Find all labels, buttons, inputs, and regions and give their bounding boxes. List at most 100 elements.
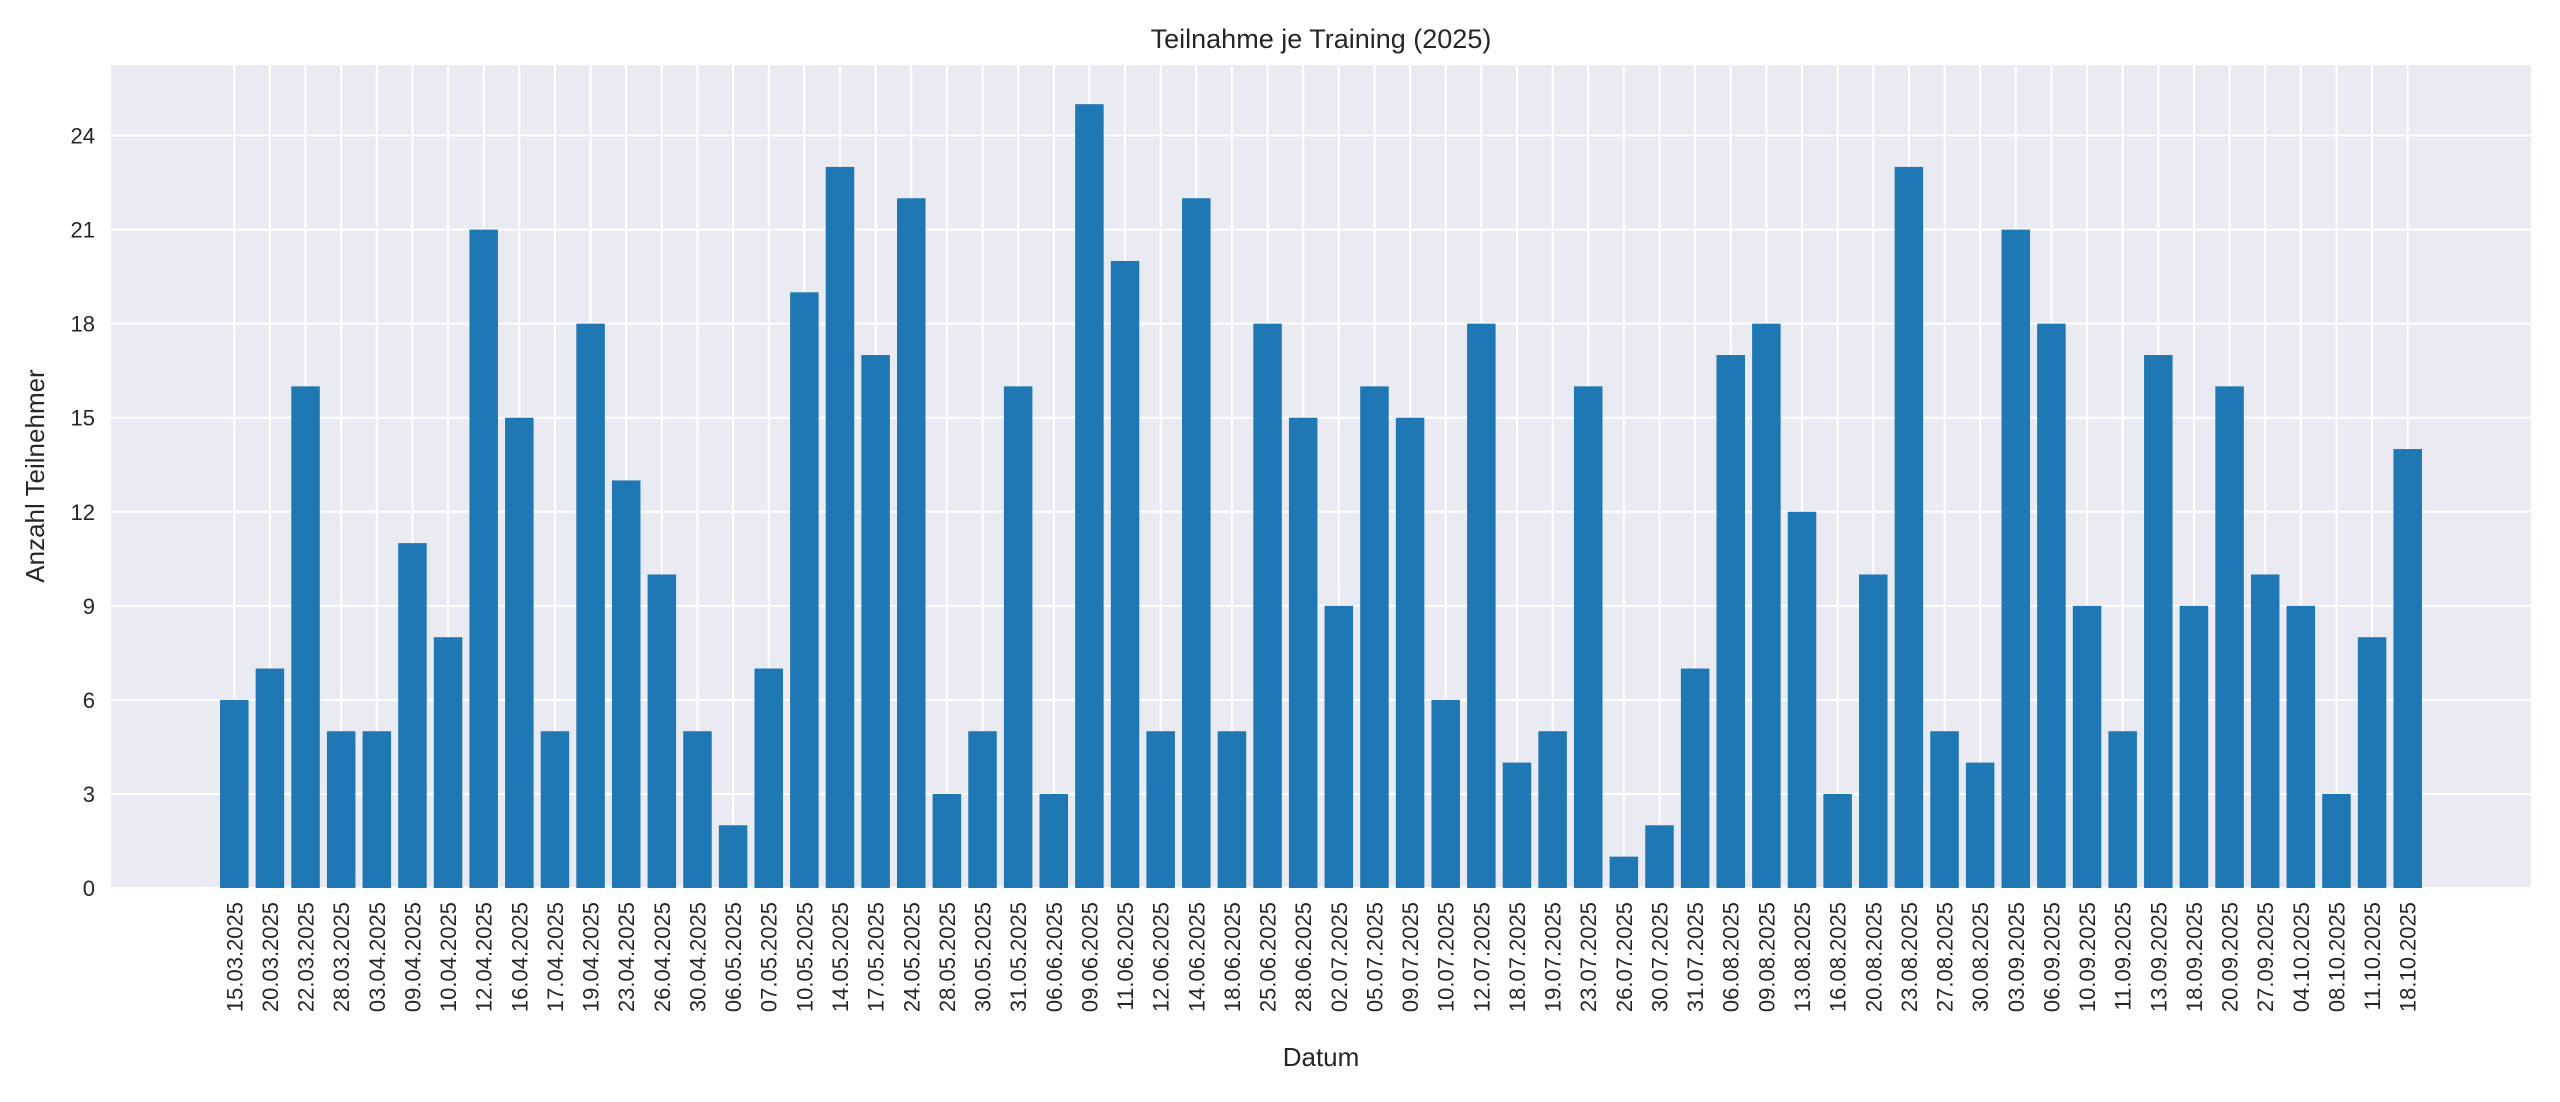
bar-03.09.2025 xyxy=(2001,229,2031,889)
x-tick-label: 14.05.2025 xyxy=(828,902,853,1012)
y-tick-label: 9 xyxy=(83,594,95,619)
x-axis-label: Datum xyxy=(1283,1042,1360,1072)
bar-26.07.2025 xyxy=(1609,856,1639,888)
x-tick-label: 06.06.2025 xyxy=(1042,902,1067,1012)
x-tick-label: 09.04.2025 xyxy=(400,902,425,1012)
x-tick-label: 06.09.2025 xyxy=(2039,902,2064,1012)
x-tick-label: 02.07.2025 xyxy=(1327,902,1352,1012)
x-tick-label: 09.06.2025 xyxy=(1077,902,1102,1012)
bar-10.04.2025 xyxy=(433,637,463,888)
y-tick-label: 12 xyxy=(71,500,95,525)
x-tick-label: 12.04.2025 xyxy=(472,902,497,1012)
bar-23.08.2025 xyxy=(1894,166,1924,888)
bar-30.07.2025 xyxy=(1645,825,1674,888)
x-tick-label: 23.07.2025 xyxy=(1576,902,1601,1012)
bars xyxy=(220,104,2422,889)
bar-18.10.2025 xyxy=(2393,449,2422,888)
bar-06.05.2025 xyxy=(718,825,748,888)
bar-03.04.2025 xyxy=(362,731,392,888)
bar-15.03.2025 xyxy=(220,699,249,888)
bar-17.05.2025 xyxy=(861,355,890,888)
x-tick-label: 10.04.2025 xyxy=(436,902,461,1012)
bar-12.06.2025 xyxy=(1146,731,1175,888)
bar-12.04.2025 xyxy=(469,229,498,889)
x-tick-label: 13.09.2025 xyxy=(2146,902,2171,1012)
x-tick-label: 10.07.2025 xyxy=(1434,902,1459,1012)
bar-09.04.2025 xyxy=(398,543,427,888)
bar-24.05.2025 xyxy=(897,198,926,888)
bar-18.07.2025 xyxy=(1502,762,1532,888)
y-tick-label: 15 xyxy=(71,406,95,431)
bar-31.05.2025 xyxy=(1003,386,1033,888)
bar-09.06.2025 xyxy=(1075,104,1104,888)
y-tick-label: 18 xyxy=(71,312,95,337)
bar-11.06.2025 xyxy=(1110,260,1140,888)
bar-06.09.2025 xyxy=(2037,323,2066,889)
y-axis-label: Anzahl Teilnehmer xyxy=(20,369,50,583)
bar-20.09.2025 xyxy=(2215,386,2244,888)
x-tick-label: 20.09.2025 xyxy=(2218,902,2243,1012)
x-tick-label: 30.07.2025 xyxy=(1647,902,1672,1012)
bar-30.04.2025 xyxy=(683,731,712,888)
x-tick-label: 30.08.2025 xyxy=(1968,902,1993,1012)
x-tick-label: 12.06.2025 xyxy=(1149,902,1174,1012)
bar-04.10.2025 xyxy=(2286,605,2316,888)
bar-28.06.2025 xyxy=(1288,417,1318,888)
x-tick-label: 04.10.2025 xyxy=(2289,902,2314,1012)
x-tick-label: 13.08.2025 xyxy=(1790,902,1815,1012)
x-tick-label: 07.05.2025 xyxy=(757,902,782,1012)
bar-31.07.2025 xyxy=(1680,668,1710,888)
x-tick-label: 24.05.2025 xyxy=(899,902,924,1012)
bar-30.05.2025 xyxy=(968,731,997,888)
bar-30.08.2025 xyxy=(1965,762,1995,888)
x-tick-label: 06.05.2025 xyxy=(721,902,746,1012)
bar-06.08.2025 xyxy=(1716,355,1745,888)
bar-10.05.2025 xyxy=(790,292,819,888)
bar-17.04.2025 xyxy=(540,731,570,888)
bar-27.09.2025 xyxy=(2250,574,2280,888)
x-tick-label: 14.06.2025 xyxy=(1184,902,1209,1012)
x-tick-label: 26.07.2025 xyxy=(1612,902,1637,1012)
x-tick-label: 17.04.2025 xyxy=(543,902,568,1012)
x-tick-label: 16.04.2025 xyxy=(507,902,532,1012)
bar-05.07.2025 xyxy=(1360,386,1389,888)
y-tick-label: 0 xyxy=(83,876,95,901)
x-tick-label: 10.09.2025 xyxy=(2075,902,2100,1012)
x-tick-label: 20.08.2025 xyxy=(1861,902,1886,1012)
y-tick-label: 21 xyxy=(71,218,95,243)
bar-09.07.2025 xyxy=(1395,417,1425,888)
bar-22.03.2025 xyxy=(291,386,320,888)
x-tick-label: 11.10.2025 xyxy=(2360,902,2385,1010)
bar-10.09.2025 xyxy=(2072,605,2102,888)
x-tick-label: 26.04.2025 xyxy=(650,902,675,1012)
bar-20.08.2025 xyxy=(1859,574,1888,888)
chart-title: Teilnahme je Training (2025) xyxy=(1151,24,1492,54)
bar-08.10.2025 xyxy=(2322,793,2351,888)
bar-12.07.2025 xyxy=(1467,323,1496,889)
bar-27.08.2025 xyxy=(1930,731,1959,888)
x-tick-label: 10.05.2025 xyxy=(792,902,817,1012)
x-tick-label: 18.09.2025 xyxy=(2182,902,2207,1012)
x-tick-label: 03.09.2025 xyxy=(2004,902,2029,1012)
bar-11.09.2025 xyxy=(2108,731,2137,888)
bar-10.07.2025 xyxy=(1431,699,1460,888)
x-tick-label: 11.09.2025 xyxy=(2111,902,2136,1010)
x-tick-label: 17.05.2025 xyxy=(864,902,889,1012)
x-tick-label: 09.08.2025 xyxy=(1754,902,1779,1012)
x-tick-label: 22.03.2025 xyxy=(294,902,319,1012)
x-tick-label: 19.07.2025 xyxy=(1541,902,1566,1012)
bar-16.08.2025 xyxy=(1823,793,1852,888)
bar-14.06.2025 xyxy=(1182,198,1211,888)
x-tick-label: 19.04.2025 xyxy=(579,902,604,1012)
x-tick-label: 28.03.2025 xyxy=(329,902,354,1012)
x-tick-label: 08.10.2025 xyxy=(2324,902,2349,1012)
bar-25.06.2025 xyxy=(1253,323,1282,889)
bar-20.03.2025 xyxy=(255,668,285,888)
bar-07.05.2025 xyxy=(754,668,783,888)
bar-19.07.2025 xyxy=(1538,731,1567,888)
x-tick-labels: 15.03.2025 20.03.2025 22.03.2025 28.03.2025… xyxy=(222,902,2420,1012)
x-tick-label: 25.06.2025 xyxy=(1256,902,1281,1012)
y-tick-label: 3 xyxy=(83,782,95,807)
bar-26.04.2025 xyxy=(647,574,677,888)
